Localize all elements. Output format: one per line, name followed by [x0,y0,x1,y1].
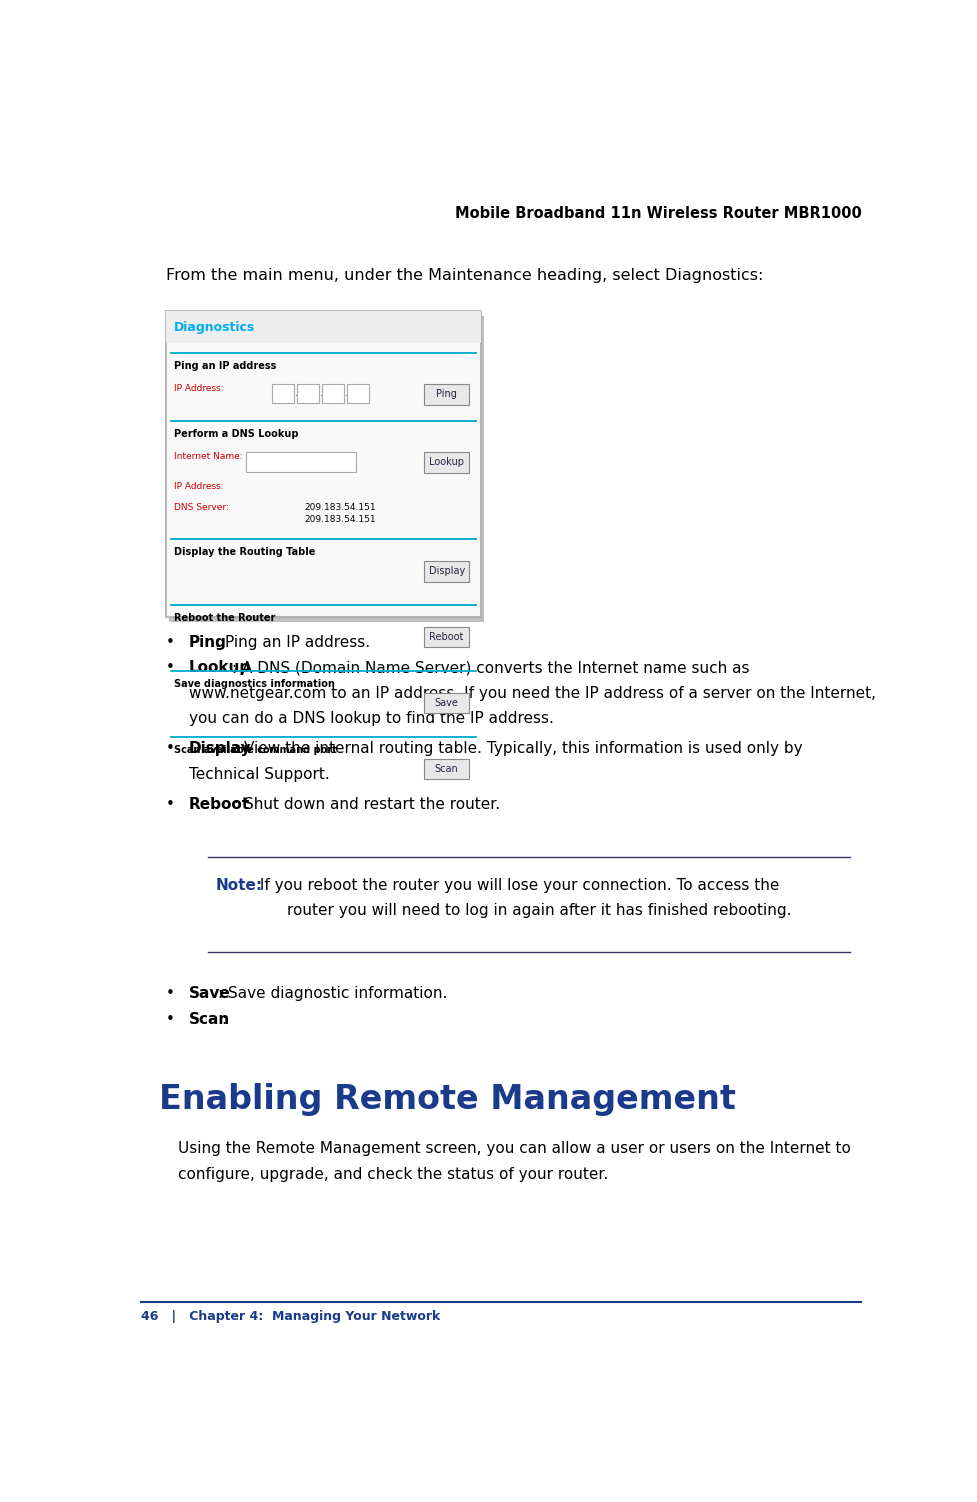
Text: : Shut down and restart the router.: : Shut down and restart the router. [234,796,499,811]
Text: Display the Routing Table: Display the Routing Table [174,547,315,557]
Text: Mobile Broadband 11n Wireless Router MBR1000: Mobile Broadband 11n Wireless Router MBR… [454,206,861,221]
Text: Reboot the Router: Reboot the Router [174,613,275,623]
Text: Note:: Note: [215,877,263,892]
FancyBboxPatch shape [423,385,469,404]
Text: 46   |   Chapter 4:  Managing Your Network: 46 | Chapter 4: Managing Your Network [141,1310,440,1323]
Text: configure, upgrade, and check the status of your router.: configure, upgrade, and check the status… [178,1167,608,1182]
Text: Reboot: Reboot [429,632,463,641]
Text: •: • [166,987,175,1002]
FancyBboxPatch shape [423,626,469,647]
Text: IP Address:: IP Address: [174,482,223,491]
Text: .: . [319,388,323,398]
FancyBboxPatch shape [272,385,293,404]
Text: Diagnostics: Diagnostics [174,320,255,333]
FancyBboxPatch shape [322,385,343,404]
Text: Save: Save [189,987,231,1002]
Text: Perform a DNS Lookup: Perform a DNS Lookup [174,430,298,439]
Text: Internet Name:: Internet Name: [174,452,242,461]
FancyBboxPatch shape [423,560,469,581]
FancyBboxPatch shape [166,311,481,344]
Text: •: • [166,661,175,676]
Text: Ping: Ping [436,389,456,400]
Text: Enabling Remote Management: Enabling Remote Management [158,1083,735,1116]
Text: •: • [166,635,175,650]
Text: Ping: Ping [189,635,227,650]
Text: •: • [166,796,175,811]
Text: router you will need to log in again after it has finished rebooting.: router you will need to log in again aft… [287,903,791,918]
Text: Scan available command port: Scan available command port [174,745,336,754]
Text: Reboot: Reboot [189,796,250,811]
Text: Ping an IP address: Ping an IP address [174,360,276,371]
Text: : View the internal routing table. Typically, this information is used only by: : View the internal routing table. Typic… [234,740,801,756]
FancyBboxPatch shape [423,692,469,713]
Text: Save: Save [434,698,458,707]
Text: 209.183.54.151
209.183.54.151: 209.183.54.151 209.183.54.151 [305,503,376,524]
Text: If you reboot the router you will lose your connection. To access the: If you reboot the router you will lose y… [255,877,779,892]
Text: DNS Server:: DNS Server: [174,503,229,512]
Text: Lookup: Lookup [429,458,464,467]
Text: www.netgear.com to an IP address. If you need the IP address of a server on the : www.netgear.com to an IP address. If you… [189,685,875,700]
FancyBboxPatch shape [245,452,356,472]
Text: : Ping an IP address.: : Ping an IP address. [215,635,369,650]
Text: :: : [221,1012,226,1027]
Text: you can do a DNS lookup to find the IP address.: you can do a DNS lookup to find the IP a… [189,710,553,725]
Text: Using the Remote Management screen, you can allow a user or users on the Interne: Using the Remote Management screen, you … [178,1142,850,1157]
Text: : Save diagnostic information.: : Save diagnostic information. [218,987,446,1002]
Text: Scan: Scan [435,765,458,774]
Text: .: . [345,388,349,398]
Text: IP Address:: IP Address: [174,385,223,394]
FancyBboxPatch shape [423,452,469,473]
Text: Lookup: Lookup [189,661,251,676]
Text: •: • [166,740,175,756]
Text: Display: Display [189,740,251,756]
Text: Scan: Scan [189,1012,230,1027]
FancyBboxPatch shape [166,311,481,617]
FancyBboxPatch shape [169,315,484,622]
Text: Display: Display [428,566,464,577]
FancyBboxPatch shape [297,385,319,404]
Text: •: • [166,1012,175,1027]
FancyBboxPatch shape [423,759,469,780]
Text: Save diagnostics information: Save diagnostics information [174,679,334,689]
FancyBboxPatch shape [347,385,368,404]
Text: From the main menu, under the Maintenance heading, select Diagnostics:: From the main menu, under the Maintenanc… [166,269,763,284]
Text: .: . [295,388,298,398]
Text: Technical Support.: Technical Support. [189,766,329,781]
Text: : A DNS (Domain Name Server) converts the Internet name such as: : A DNS (Domain Name Server) converts th… [232,661,749,676]
